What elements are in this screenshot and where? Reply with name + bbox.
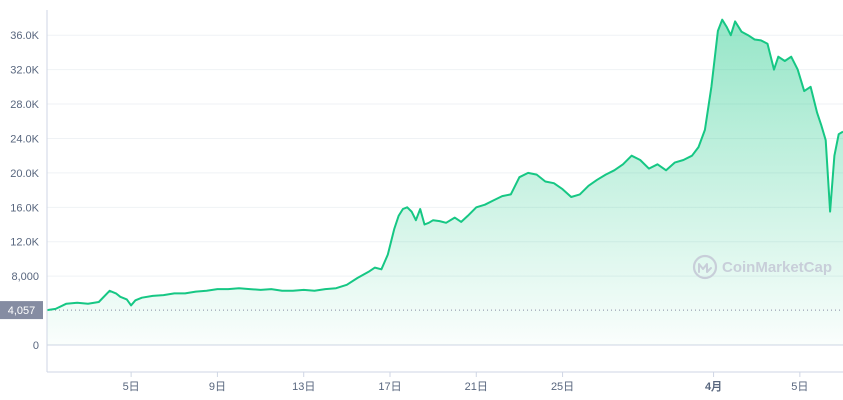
watermark-text: CoinMarketCap — [722, 259, 832, 276]
x-tick-label: 25日 — [551, 381, 574, 393]
y-axis: 0 8,000 12.0K 16.0K 20.0K 24.0K 28.0K 32.0K 36.0… — [10, 30, 39, 352]
coinmarketcap-watermark: CoinMarketCap — [692, 254, 832, 280]
y-tick-label: 12.0K — [10, 237, 39, 249]
coinmarketcap-logo-mark — [698, 263, 712, 273]
x-tick-label: 5日 — [123, 381, 140, 393]
reference-badge-label: 4,057 — [8, 305, 36, 317]
y-tick-label: 16.0K — [10, 202, 39, 214]
x-tick-label: 17日 — [378, 381, 401, 393]
coinmarketcap-logo-icon — [692, 254, 718, 280]
x-axis: 5日 9日 13日 17日 21日 25日 4月 5日 — [123, 372, 808, 393]
y-tick-label: 20.0K — [10, 168, 39, 180]
x-tick-label: 13日 — [292, 381, 315, 393]
y-tick-label: 32.0K — [10, 65, 39, 77]
x-tick-label: 9日 — [209, 381, 226, 393]
grid-lines — [47, 34, 843, 346]
y-tick-label: 0 — [33, 340, 39, 352]
x-tick-label: 4月 — [705, 380, 722, 393]
y-tick-label: 36.0K — [10, 30, 39, 42]
reference-badge: 4,057 — [0, 301, 43, 320]
y-tick-label: 24.0K — [10, 133, 39, 145]
y-tick-label: 8,000 — [11, 271, 39, 283]
series-line — [46, 18, 843, 312]
x-tick-label: 21日 — [465, 381, 488, 393]
x-tick-label: 5日 — [791, 381, 808, 393]
series-area-fill — [47, 19, 843, 345]
reference-badge-background — [0, 301, 43, 320]
y-tick-label: 28.0K — [10, 99, 39, 111]
